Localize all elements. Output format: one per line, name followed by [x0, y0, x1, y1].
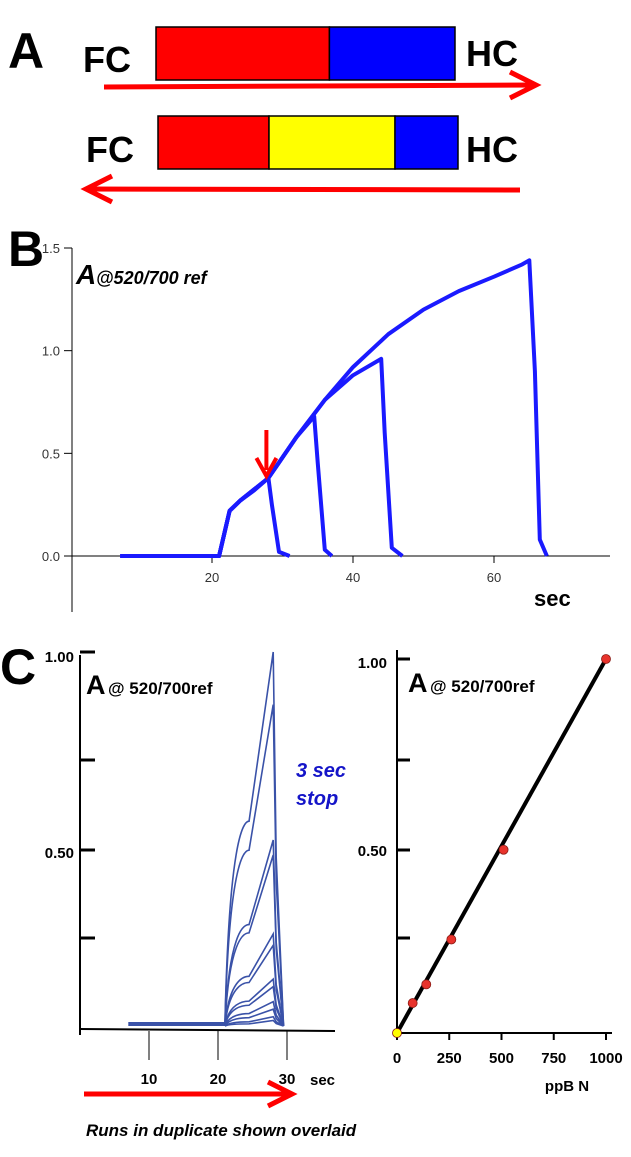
panel-c-left-trace: [224, 854, 285, 1027]
panel-c-right-xtick-label: 250: [437, 1050, 462, 1067]
panel-b-trace: [120, 476, 291, 558]
panel-b-letter: B: [8, 221, 44, 277]
panel-c-left-ylabel-sub: @ 520/700ref: [108, 679, 213, 698]
panel-b-trace: [120, 258, 549, 558]
panel-b-ytick-label: 0.5: [42, 446, 60, 461]
fc-label-bottom: FC: [86, 129, 134, 170]
panel-b-ylabel-main: A: [75, 259, 96, 290]
panel-c-right-xlabel: ppB N: [545, 1078, 589, 1095]
panel-c-left-ylabel-main: A: [86, 670, 106, 700]
flow-arrow-left: [80, 173, 521, 205]
panel-b-xtick-label: 40: [346, 570, 360, 585]
panel-c-right-ytick-label: 1.00: [358, 655, 387, 672]
panel-c-right-ylabel-main: A: [408, 668, 428, 698]
flow-arrow-c: [84, 1079, 298, 1109]
panel-c-left-trace: [224, 942, 285, 1027]
panel-c-left-ytick-label: 1.00: [45, 649, 74, 666]
panel-b-plot: 0.0 0.5 1.0 1.5 20 40 60: [42, 241, 610, 612]
stop-arrow-b-head: [254, 457, 279, 481]
bar-segment: [157, 115, 270, 170]
hc-label-bottom: HC: [466, 129, 518, 170]
panel-c-left-trace: [224, 1000, 285, 1027]
panel-c-right-xtick-label: 750: [541, 1050, 566, 1067]
bar-segment: [155, 26, 331, 81]
panel-b-xtick-label: 20: [205, 570, 219, 585]
data-point: [407, 998, 418, 1008]
panel-c-left-xtick-label: 10: [141, 1071, 158, 1088]
panel-c-right-xtick-label: 0: [393, 1050, 401, 1067]
data-point: [421, 979, 432, 990]
fc-label-top: FC: [83, 39, 131, 80]
flow-arrow-right: [103, 69, 542, 101]
data-point: [498, 844, 509, 855]
panel-b-ylabel-sub: @520/700 ref: [96, 268, 209, 288]
bar-segment: [394, 115, 459, 170]
data-point: [446, 934, 457, 945]
panel-c-right-ytick-label: 0.50: [358, 843, 387, 860]
panel-c-left-trace: [224, 1008, 285, 1027]
bar-segment: [268, 115, 396, 170]
stop-annotation-line2: stop: [296, 788, 338, 810]
panel-c-right-xtick-label: 500: [489, 1050, 514, 1067]
panel-b-ytick-label: 1.5: [42, 241, 60, 256]
column-bar-reverse: [157, 115, 459, 170]
panel-c-left-x-axis: [79, 1028, 336, 1032]
panel-c-left-trace: [224, 704, 285, 1027]
panel-c-left-trace: [224, 985, 285, 1027]
data-point: [392, 1028, 402, 1038]
panel-c-right-xtick-label: 1000: [589, 1050, 622, 1067]
panel-b-ytick-label: 0.0: [42, 549, 60, 564]
panel-b-ytick-label: 1.0: [42, 344, 60, 359]
panel-c-left-plot: 1.00 0.50 10 20 30: [45, 649, 336, 1088]
panel-b-xtick-label: 60: [487, 570, 501, 585]
panel-a-letter: A: [8, 23, 44, 79]
stop-annotation-line1: 3 sec: [296, 760, 346, 782]
footer-caption: Runs in duplicate shown overlaid: [86, 1121, 357, 1140]
panel-c-left-xtick-label: 30: [279, 1071, 296, 1088]
column-bar-forward: [155, 26, 456, 81]
panel-c-left-xtick-label: 20: [210, 1071, 227, 1088]
bar-segment: [328, 26, 456, 81]
panel-c-left-trace: [224, 1019, 284, 1027]
panel-c-left-ytick-label: 0.50: [45, 845, 74, 862]
data-point: [601, 654, 611, 664]
panel-c-right-ylabel-sub: @ 520/700ref: [430, 677, 535, 696]
panel-b-trace: [120, 414, 334, 558]
panel-c-right-plot: 1.00 0.50 0 250 500 750 1000: [358, 650, 623, 1067]
panel-c-left-xlabel: sec: [310, 1072, 335, 1089]
panel-b-trace: [120, 356, 404, 558]
panel-c-letter: C: [0, 639, 36, 695]
panel-b-xlabel: sec: [534, 586, 571, 611]
hc-label-top: HC: [466, 33, 518, 74]
